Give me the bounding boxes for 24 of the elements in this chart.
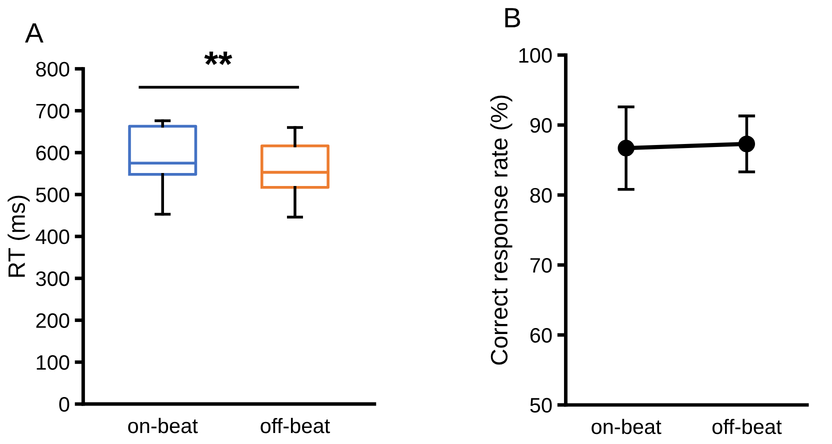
y-tick-label: 50 (530, 398, 552, 413)
y-tick-label: 400 (36, 229, 70, 244)
y-tick-label: 70 (530, 258, 552, 273)
y-tick-label: 200 (36, 313, 70, 328)
y-tick-label: 0 (59, 397, 70, 412)
y-tick-label: 300 (36, 271, 70, 286)
y-tick-label: 700 (36, 104, 70, 118)
y-tick-label: 500 (36, 188, 70, 202)
y-tick-label: 80 (530, 188, 552, 203)
x-tick-label: on-beat (128, 418, 198, 434)
y-tick-label: 100 (36, 355, 70, 370)
x-tick-label: off-beat (712, 418, 782, 434)
y-tick-label: 60 (530, 328, 552, 343)
y-axis-title: RT (ms) (8, 196, 30, 277)
x-tick-label: off-beat (260, 418, 330, 434)
y-tick-label: 90 (530, 118, 552, 133)
x-tick-label: on-beat (592, 418, 662, 434)
y-tick-label: 600 (36, 146, 70, 160)
y-axis-title: Correct response rate (%) (490, 96, 512, 365)
chart-title: A (25, 23, 44, 42)
text: ** (204, 52, 232, 66)
y-tick-label: 100 (519, 48, 552, 63)
y-tick-label: 800 (36, 62, 70, 77)
chart-title: B (505, 8, 520, 28)
